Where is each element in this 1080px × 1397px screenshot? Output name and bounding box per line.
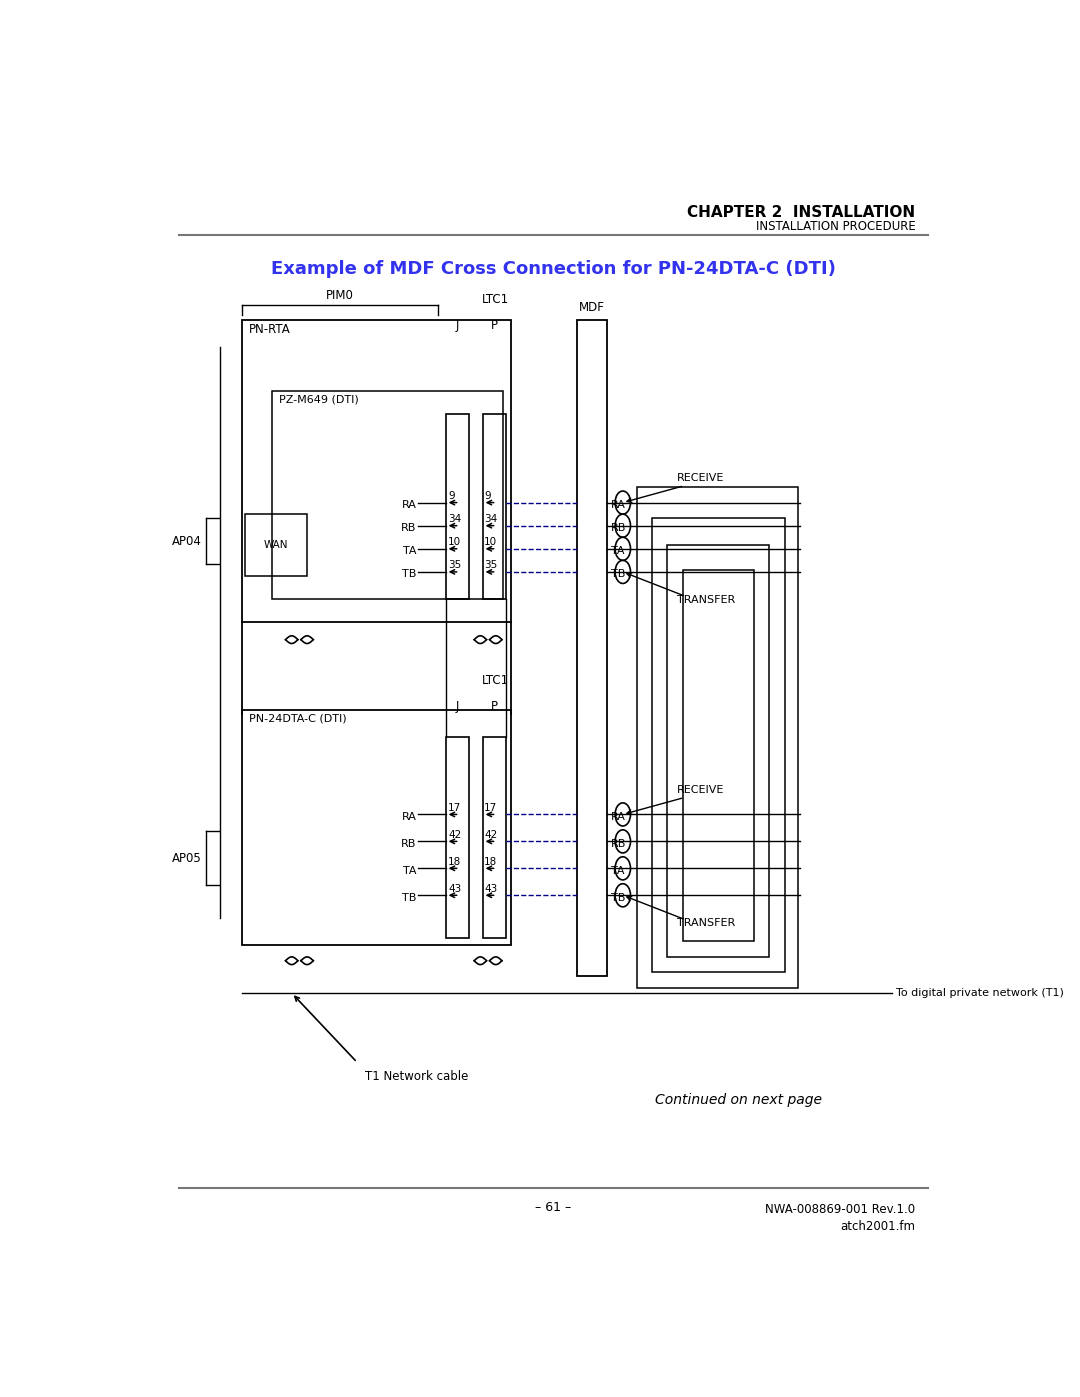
Bar: [242, 711, 511, 946]
Bar: [683, 570, 754, 942]
Text: atch2001.fm: atch2001.fm: [840, 1220, 916, 1234]
Bar: [245, 514, 307, 576]
Bar: [636, 488, 798, 988]
Text: 43: 43: [448, 884, 461, 894]
Bar: [652, 518, 784, 972]
Text: 17: 17: [448, 803, 461, 813]
Text: WAN: WAN: [264, 539, 288, 550]
Text: 35: 35: [448, 560, 461, 570]
Text: J: J: [456, 700, 459, 714]
Text: 42: 42: [484, 830, 498, 840]
Text: 9: 9: [448, 492, 455, 502]
Text: 34: 34: [484, 514, 498, 524]
Text: RB: RB: [611, 522, 626, 534]
Text: RA: RA: [402, 812, 417, 821]
Text: MDF: MDF: [579, 300, 605, 314]
Text: TA: TA: [403, 546, 417, 556]
Text: RA: RA: [611, 500, 626, 510]
Text: INSTALLATION PROCEDURE: INSTALLATION PROCEDURE: [756, 219, 916, 233]
Text: RB: RB: [401, 838, 417, 849]
Text: RA: RA: [611, 812, 626, 821]
Text: 42: 42: [448, 830, 461, 840]
Text: RB: RB: [611, 838, 626, 849]
Text: Example of MDF Cross Connection for PN-24DTA-C (DTI): Example of MDF Cross Connection for PN-2…: [271, 260, 836, 278]
Text: 35: 35: [484, 560, 498, 570]
Bar: [446, 738, 469, 937]
Text: NWA-008869-001 Rev.1.0: NWA-008869-001 Rev.1.0: [766, 1203, 916, 1217]
Text: RECEIVE: RECEIVE: [677, 474, 724, 483]
Bar: [483, 414, 505, 599]
Text: RECEIVE: RECEIVE: [677, 785, 724, 795]
Text: AP05: AP05: [172, 852, 202, 865]
Text: PN-RTA: PN-RTA: [249, 323, 292, 337]
Text: – 61 –: – 61 –: [536, 1200, 571, 1214]
Text: 17: 17: [484, 803, 498, 813]
Text: 10: 10: [448, 538, 461, 548]
Bar: [577, 320, 607, 977]
Text: TB: TB: [611, 893, 625, 902]
Bar: [667, 545, 769, 957]
Text: RA: RA: [402, 500, 417, 510]
Text: TB: TB: [611, 569, 625, 580]
Text: To digital private network (T1): To digital private network (T1): [896, 988, 1064, 997]
Text: TB: TB: [402, 893, 417, 902]
Text: AP04: AP04: [172, 535, 202, 548]
Text: PIM0: PIM0: [325, 289, 353, 302]
Text: J: J: [456, 320, 459, 332]
Text: TA: TA: [611, 866, 624, 876]
Text: P: P: [490, 320, 498, 332]
Text: LTC1: LTC1: [482, 293, 510, 306]
Text: 10: 10: [484, 538, 497, 548]
Text: Continued on next page: Continued on next page: [654, 1094, 822, 1108]
Text: 34: 34: [448, 514, 461, 524]
Bar: [483, 738, 505, 937]
Bar: [446, 414, 469, 599]
Text: TA: TA: [611, 546, 624, 556]
Text: TRANSFER: TRANSFER: [677, 918, 735, 929]
Text: TA: TA: [403, 866, 417, 876]
Text: 43: 43: [484, 884, 498, 894]
Text: CHAPTER 2  INSTALLATION: CHAPTER 2 INSTALLATION: [687, 204, 916, 219]
Text: TRANSFER: TRANSFER: [677, 595, 735, 605]
Text: P: P: [490, 700, 498, 714]
Text: 18: 18: [448, 856, 461, 866]
Text: 9: 9: [484, 492, 490, 502]
Text: 18: 18: [484, 856, 498, 866]
Text: PN-24DTA-C (DTI): PN-24DTA-C (DTI): [249, 714, 347, 724]
Text: LTC1: LTC1: [482, 675, 510, 687]
Text: RB: RB: [401, 522, 417, 534]
Text: T1 Network cable: T1 Network cable: [365, 1070, 469, 1083]
Text: TB: TB: [402, 569, 417, 580]
Bar: [242, 320, 511, 622]
Bar: [272, 391, 503, 599]
Text: PZ-M649 (DTI): PZ-M649 (DTI): [279, 394, 359, 404]
